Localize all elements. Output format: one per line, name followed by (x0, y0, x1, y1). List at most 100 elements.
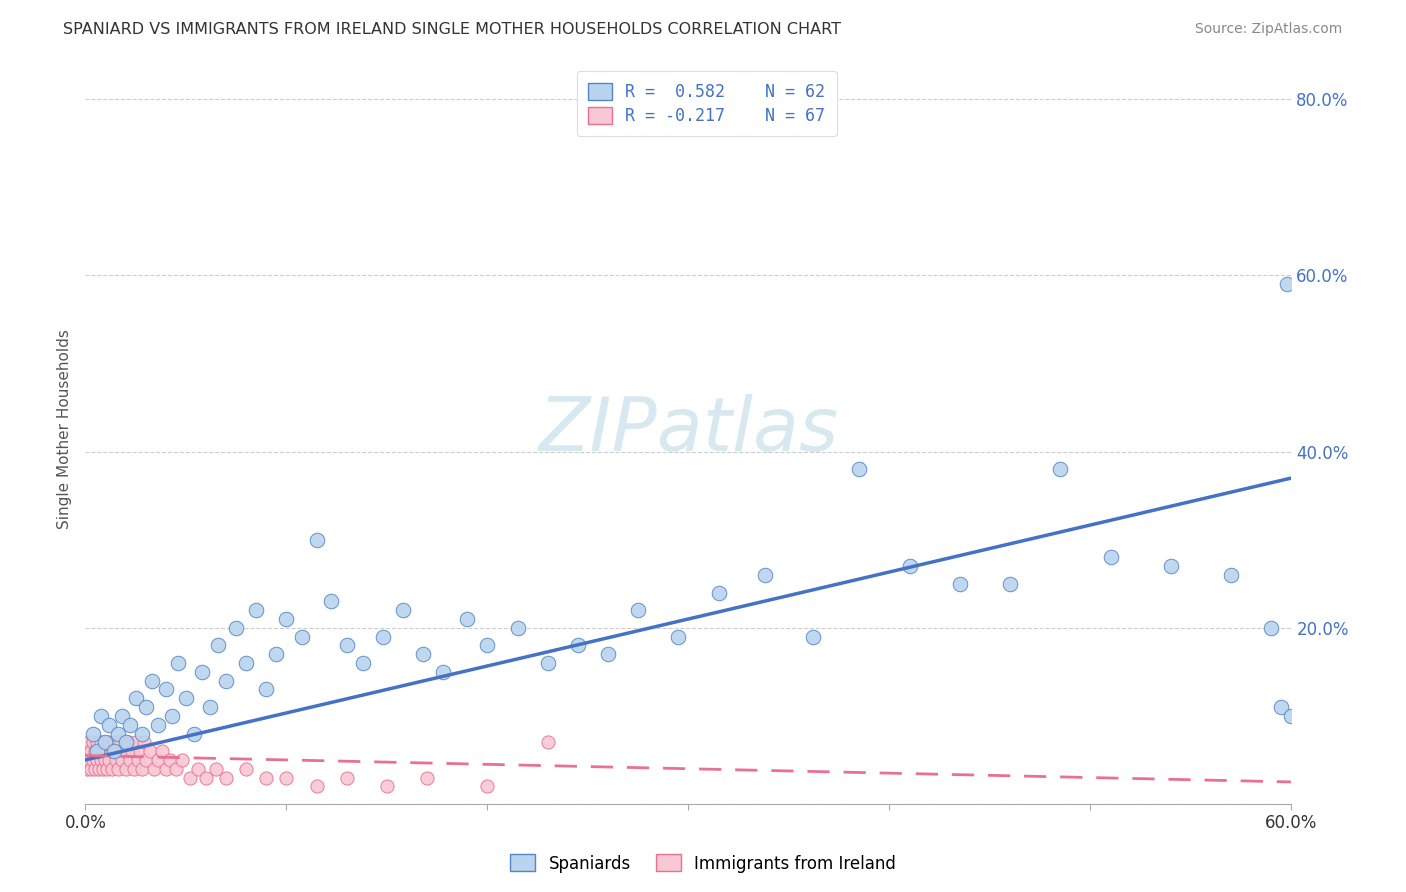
Point (108, 735, 131, 749)
Point (183, 726, 205, 740)
Point (412, 647, 434, 661)
Point (121, 744, 143, 758)
Point (506, 621, 529, 635)
Point (155, 762, 177, 776)
Point (179, 771, 201, 785)
Point (477, 639, 499, 653)
Point (165, 762, 187, 776)
Point (336, 639, 359, 653)
Point (89, 762, 111, 776)
Point (118, 717, 141, 731)
Point (898, 559, 921, 574)
Point (94, 735, 117, 749)
Point (1281, 709, 1303, 723)
Point (96, 744, 118, 758)
Point (112, 744, 135, 758)
Point (187, 762, 209, 776)
Point (207, 639, 229, 653)
Point (627, 603, 650, 617)
Point (86, 735, 108, 749)
Point (107, 762, 129, 776)
Point (82, 735, 104, 749)
Point (146, 753, 169, 767)
Point (124, 691, 146, 706)
Point (1277, 277, 1299, 292)
Point (98, 753, 121, 767)
Point (215, 771, 238, 785)
Point (98, 717, 121, 731)
Point (80, 762, 103, 776)
Text: SPANIARD VS IMMIGRANTS FROM IRELAND SINGLE MOTHER HOUSEHOLDS CORRELATION CHART: SPANIARD VS IMMIGRANTS FROM IRELAND SING… (63, 22, 841, 37)
Point (104, 744, 127, 758)
Legend: R =  0.582    N = 62, R = -0.217    N = 67: R = 0.582 N = 62, R = -0.217 N = 67 (576, 71, 837, 136)
Point (79, 753, 101, 767)
Point (132, 735, 155, 749)
Point (305, 780, 328, 794)
Point (141, 673, 163, 688)
Point (75, 753, 97, 767)
Point (135, 753, 157, 767)
Point (336, 771, 359, 785)
Point (76, 744, 98, 758)
Point (1220, 568, 1243, 582)
Point (103, 735, 125, 749)
Point (416, 771, 439, 785)
Point (170, 753, 193, 767)
Point (949, 576, 972, 591)
Point (138, 744, 160, 758)
Point (848, 462, 870, 476)
Point (276, 612, 298, 626)
Point (142, 762, 165, 776)
Point (84, 762, 107, 776)
Point (801, 630, 824, 644)
Point (90, 735, 112, 749)
Point (1270, 700, 1292, 714)
Point (319, 594, 342, 608)
Point (150, 744, 173, 758)
Point (245, 603, 267, 617)
Point (666, 630, 689, 644)
Point (79, 735, 101, 749)
Point (998, 576, 1021, 591)
Point (352, 656, 374, 670)
Point (432, 665, 454, 679)
Point (127, 753, 149, 767)
Point (131, 762, 153, 776)
Point (198, 700, 221, 714)
Point (166, 656, 188, 670)
Point (707, 585, 730, 599)
Point (100, 762, 122, 776)
Point (276, 771, 298, 785)
Point (146, 717, 169, 731)
Point (114, 735, 136, 749)
Point (1049, 462, 1071, 476)
Point (103, 744, 125, 758)
Point (1260, 621, 1282, 635)
Point (124, 735, 146, 749)
Point (76, 762, 98, 776)
Point (254, 771, 277, 785)
Point (754, 568, 776, 582)
Point (117, 735, 139, 749)
Point (86, 744, 108, 758)
Point (235, 656, 257, 670)
Point (100, 744, 122, 758)
Point (122, 762, 145, 776)
Point (1160, 559, 1182, 574)
Point (291, 630, 314, 644)
Point (90, 709, 112, 723)
Point (155, 682, 177, 697)
Point (82, 753, 104, 767)
Point (195, 771, 218, 785)
Point (86, 753, 108, 767)
Point (159, 753, 181, 767)
Point (375, 780, 398, 794)
Point (392, 603, 415, 617)
Point (80, 744, 103, 758)
Text: ZIPatlas: ZIPatlas (538, 393, 838, 466)
Point (160, 709, 183, 723)
Point (93, 762, 115, 776)
Point (456, 612, 478, 626)
Point (82, 726, 104, 740)
Point (254, 682, 277, 697)
